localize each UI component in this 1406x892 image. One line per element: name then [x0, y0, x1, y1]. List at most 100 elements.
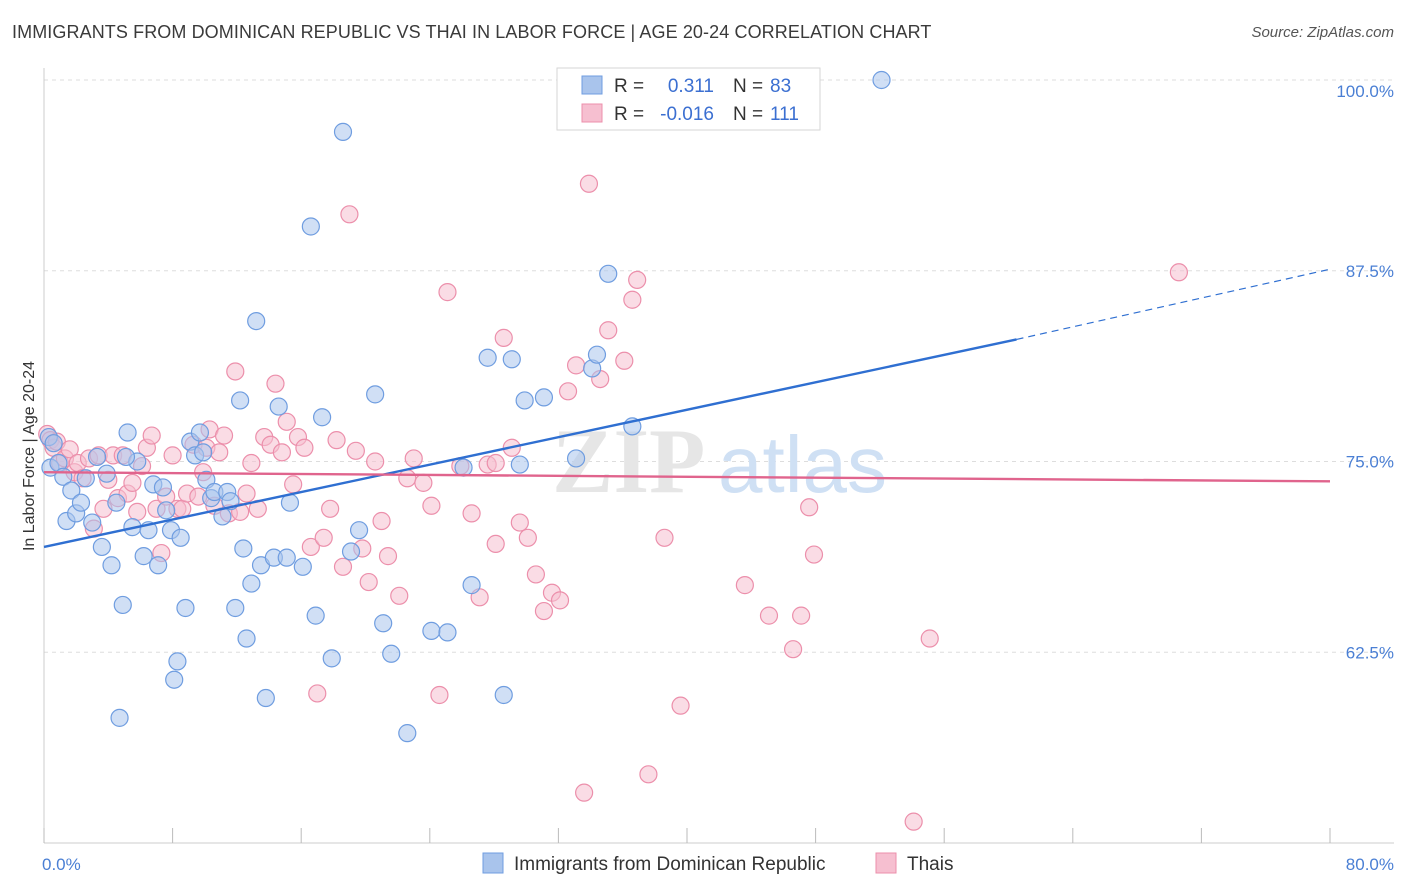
- blue-point-82: [116, 447, 136, 467]
- pink-point-68: [404, 449, 423, 468]
- blue-point-68: [454, 458, 473, 477]
- axes: [43, 68, 1394, 844]
- pink-point-104: [904, 812, 923, 831]
- blue-point-42: [226, 598, 245, 618]
- dominican-points: [39, 70, 891, 743]
- pink-point-92: [615, 351, 634, 370]
- pink-point-49: [277, 412, 296, 431]
- pink-point-40: [226, 362, 245, 381]
- legend-r-value-pink: -0.016: [660, 104, 714, 125]
- pink-point-74: [462, 504, 481, 523]
- legend-n-value-pink: 111: [770, 104, 799, 125]
- blue-point-64: [382, 644, 401, 663]
- pink-point-62: [359, 572, 378, 592]
- blue-point-15: [107, 493, 126, 512]
- pink-point-80: [510, 513, 529, 532]
- blue-point-6: [62, 481, 81, 500]
- trend-lines: [43, 268, 1331, 549]
- legend-n-label-pink: N =: [733, 104, 763, 125]
- series-legend: Immigrants from Dominican Republic Thais: [482, 852, 953, 875]
- blue-point-43: [231, 391, 250, 410]
- pink-point-57: [327, 431, 346, 450]
- pink-point-53: [301, 537, 320, 557]
- pink-point-100: [783, 640, 803, 659]
- x-tick-label-min: 0.0%: [42, 855, 81, 874]
- blue-point-76: [566, 449, 586, 468]
- pink-point-81: [518, 528, 537, 547]
- pink-point-78: [494, 328, 513, 347]
- blue-point-60: [341, 542, 361, 561]
- blue-point-12: [92, 537, 111, 557]
- pink-point-50: [284, 475, 303, 494]
- blue-point-56: [312, 408, 332, 427]
- series-legend-label-blue: Immigrants from Dominican Republic: [514, 854, 826, 875]
- pink-point-52: [295, 438, 314, 457]
- blue-point-2: [44, 434, 63, 453]
- y-tick-label-1: 75.0%: [1346, 453, 1394, 472]
- pink-point-91: [599, 321, 618, 340]
- source-label: Source: ZipAtlas.com: [1251, 24, 1394, 41]
- pink-point-67: [398, 469, 417, 488]
- blue-point-24: [149, 556, 168, 575]
- pink-point-27: [163, 446, 182, 465]
- blue-point-52: [277, 548, 296, 567]
- blue-point-10: [83, 513, 102, 532]
- blue-point-26: [157, 501, 176, 520]
- blue-point-66: [422, 621, 441, 640]
- blue-point-72: [502, 350, 521, 369]
- x-tick-label-max: 80.0%: [1346, 855, 1394, 874]
- blue-point-25: [153, 478, 173, 497]
- pink-point-85: [550, 591, 570, 610]
- blue-point-17: [113, 595, 132, 615]
- pink-point-94: [628, 270, 647, 290]
- legend-n-value-blue: 83: [770, 76, 791, 97]
- blue-point-16: [110, 708, 129, 727]
- pink-point-19: [123, 473, 142, 492]
- y-tick-label-0: 62.5%: [1346, 643, 1394, 662]
- pink-point-77: [486, 534, 505, 554]
- pink-point-29: [173, 499, 192, 518]
- pink-point-82: [526, 565, 545, 584]
- blue-point-35: [194, 443, 213, 462]
- blue-point-81: [872, 70, 891, 90]
- blue-point-63: [374, 614, 393, 633]
- series-legend-swatch-pink: [875, 852, 897, 874]
- pink-point-70: [422, 496, 441, 515]
- series-legend-swatch-blue: [482, 852, 504, 874]
- pink-point-63: [366, 452, 385, 471]
- blue-point-65: [398, 724, 417, 743]
- blue-point-44: [234, 539, 253, 558]
- blue-point-14: [102, 556, 121, 575]
- blue-trend-extension: [1016, 268, 1331, 341]
- y-tick-label-3: 100.0%: [1336, 82, 1394, 101]
- pink-point-65: [378, 547, 398, 566]
- pink-point-58: [333, 557, 353, 576]
- pink-point-60: [346, 441, 365, 460]
- y-tick-label-2: 87.5%: [1346, 262, 1394, 281]
- blue-point-73: [510, 455, 529, 474]
- blue-point-75: [534, 388, 554, 407]
- blue-point-58: [301, 217, 320, 236]
- blue-point-78: [587, 345, 607, 364]
- pink-point-93: [623, 290, 642, 309]
- pink-point-89: [579, 174, 599, 193]
- blue-point-9: [76, 469, 95, 488]
- series-legend-label-pink: Thais: [907, 854, 953, 875]
- pink-point-47: [266, 374, 285, 393]
- y-axis-label: In Labor Force | Age 20-24: [21, 361, 38, 551]
- blue-point-59: [333, 122, 353, 141]
- pink-point-38: [214, 426, 234, 445]
- pink-point-105: [920, 629, 939, 648]
- blue-point-61: [349, 521, 369, 540]
- legend-swatch-blue: [581, 75, 603, 95]
- pink-point-64: [372, 511, 391, 531]
- blue-point-71: [494, 685, 513, 705]
- blue-point-70: [478, 348, 497, 367]
- pink-point-101: [792, 606, 811, 625]
- blue-point-51: [269, 397, 288, 416]
- pink-point-6: [60, 440, 79, 459]
- pink-point-48: [272, 443, 292, 462]
- pink-point-20: [128, 502, 147, 521]
- pink-point-102: [800, 498, 819, 517]
